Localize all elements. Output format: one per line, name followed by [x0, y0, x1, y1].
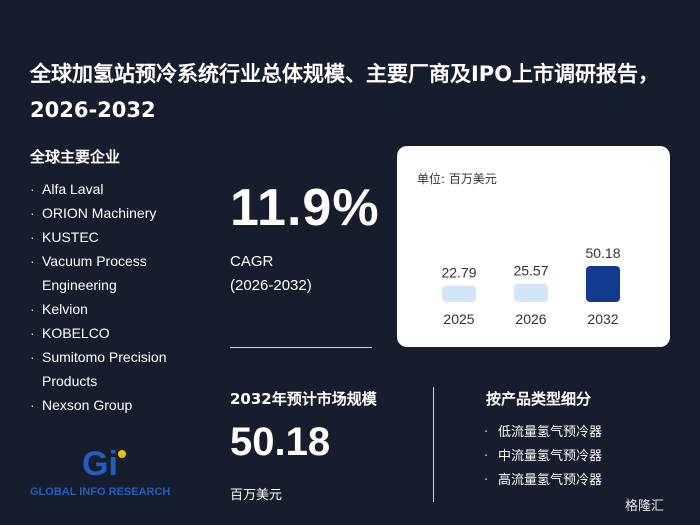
- market-size-heading: 2032年预计市场规模: [230, 390, 377, 408]
- cagr-label-text: CAGR: [230, 253, 274, 270]
- company-item: Vacuum Process Engineering: [30, 249, 210, 297]
- company-item: ORION Machinery: [30, 201, 210, 225]
- category-label: 2026: [515, 311, 546, 327]
- bar-2025: [442, 285, 476, 302]
- segment-item: 低流量氢气预冷器: [484, 421, 602, 445]
- category-label: 2032: [587, 311, 618, 327]
- company-item: Kelvion: [30, 297, 210, 321]
- cagr-period: (2026-2032): [230, 277, 312, 294]
- cagr-value: 11.9%: [230, 179, 380, 237]
- bar-2032: [586, 266, 620, 302]
- bar-chart: 22.79 2025 25.57 2026 50.18 2032: [441, 245, 620, 327]
- company-item: Nexson Group: [30, 393, 210, 417]
- bar-2026: [514, 283, 548, 302]
- report-title: 全球加氢站预冷系统行业总体规模、主要厂商及IPO上市调研报告，2026-2032: [30, 62, 660, 122]
- segment-list: 低流量氢气预冷器 中流量氢气预冷器 高流量氢气预冷器: [484, 421, 602, 493]
- company-item: KUSTEC: [30, 225, 210, 249]
- bar-value-label: 25.57: [513, 263, 548, 279]
- company-item: KOBELCO: [30, 321, 210, 345]
- horizontal-divider: [230, 347, 372, 348]
- logo-dot: [118, 450, 126, 458]
- company-item: Alfa Laval: [30, 177, 210, 201]
- market-size-unit: 百万美元: [230, 488, 283, 503]
- logo-text: GLOBAL INFO RESEARCH: [30, 486, 170, 498]
- global-info-research-logo: Gi GLOBAL INFO RESEARCH: [30, 445, 170, 498]
- vertical-divider: [433, 387, 434, 502]
- cagr-label: CAGR (2026-2032): [230, 250, 312, 298]
- chart-unit-label: 单位: 百万美元: [417, 172, 497, 186]
- market-size-value: 50.18: [230, 420, 331, 464]
- logo-gi-mark: Gi: [82, 445, 118, 483]
- company-list: Alfa Laval ORION Machinery KUSTEC Vacuum…: [30, 177, 210, 417]
- bar-chart-card: 单位: 百万美元 22.79 2025 25.57 2026 50.18 2032: [397, 146, 670, 347]
- bar-value-label: 22.79: [441, 265, 476, 281]
- segment-heading: 按产品类型细分: [486, 390, 592, 408]
- company-item: Sumitomo Precision Products: [30, 345, 210, 393]
- bar-value-label: 50.18: [585, 245, 620, 261]
- segment-item: 高流量氢气预冷器: [484, 469, 602, 493]
- segment-item: 中流量氢气预冷器: [484, 445, 602, 469]
- companies-heading: 全球主要企业: [30, 148, 121, 166]
- corner-brand: 格隆汇: [625, 499, 665, 514]
- category-label: 2025: [443, 311, 474, 327]
